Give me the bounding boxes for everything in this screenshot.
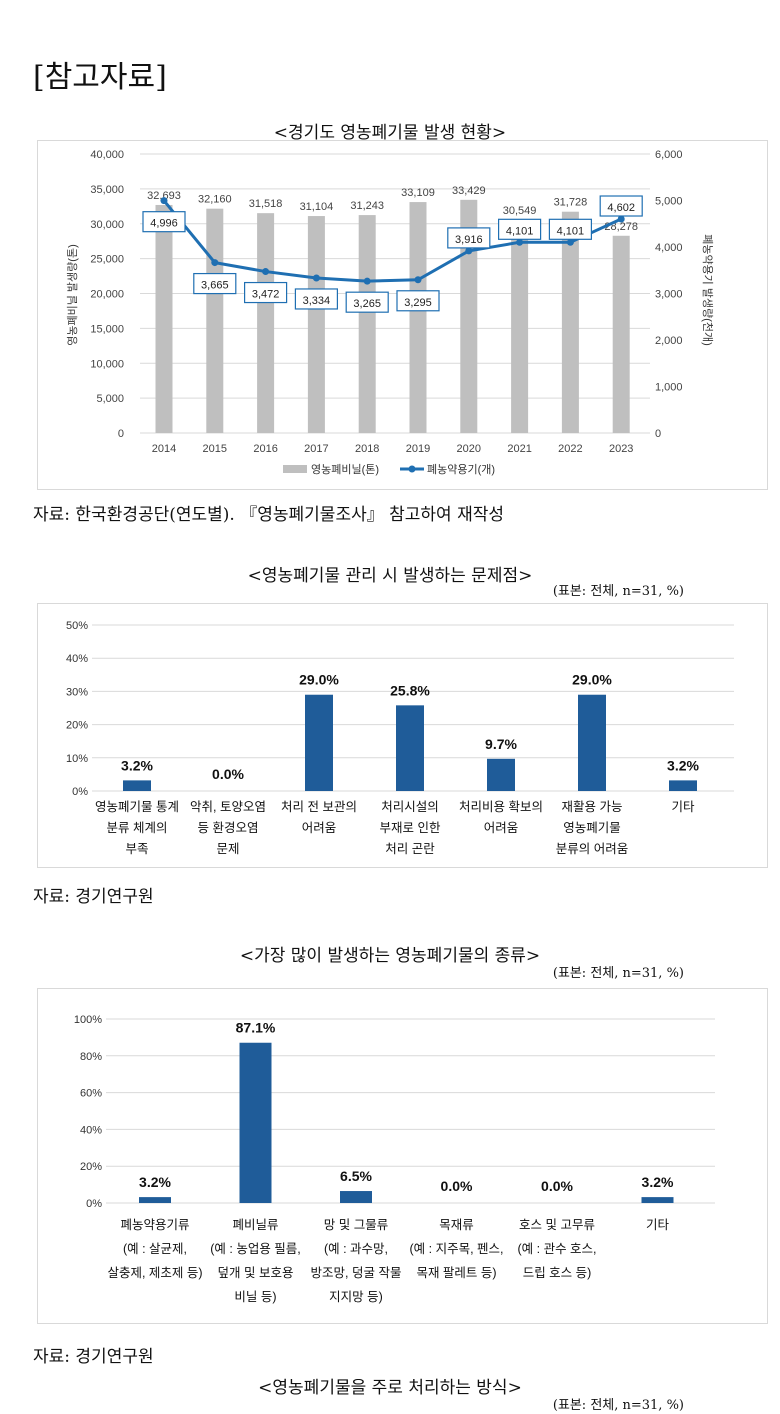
- chart1-frame: [37, 140, 768, 490]
- chart2-frame: [37, 603, 768, 868]
- chart4-note: (표본: 전체, n=31, %): [552, 1398, 684, 1413]
- chart2-title: <영농폐기물 관리 시 발생하는 문제점>: [247, 566, 533, 586]
- chart3-note: (표본: 전체, n=31, %): [552, 966, 684, 981]
- chart2-note: (표본: 전체, n=31, %): [552, 584, 684, 599]
- chart1-title: <경기도 영농폐기물 발생 현황>: [273, 123, 507, 143]
- chart3-source: 자료: 경기연구원: [33, 1347, 154, 1367]
- page-title: [참고자료]: [33, 60, 167, 95]
- chart3-title: <가장 많이 발생하는 영농폐기물의 종류>: [239, 946, 541, 966]
- chart2-source: 자료: 경기연구원: [33, 887, 154, 907]
- chart4-title: <영농폐기물을 주로 처리하는 방식>: [258, 1378, 522, 1398]
- chart1-source: 자료: 한국환경공단(연도별). 『영농폐기물조사』 참고하여 재작성: [33, 505, 505, 525]
- chart3-frame: [37, 988, 768, 1324]
